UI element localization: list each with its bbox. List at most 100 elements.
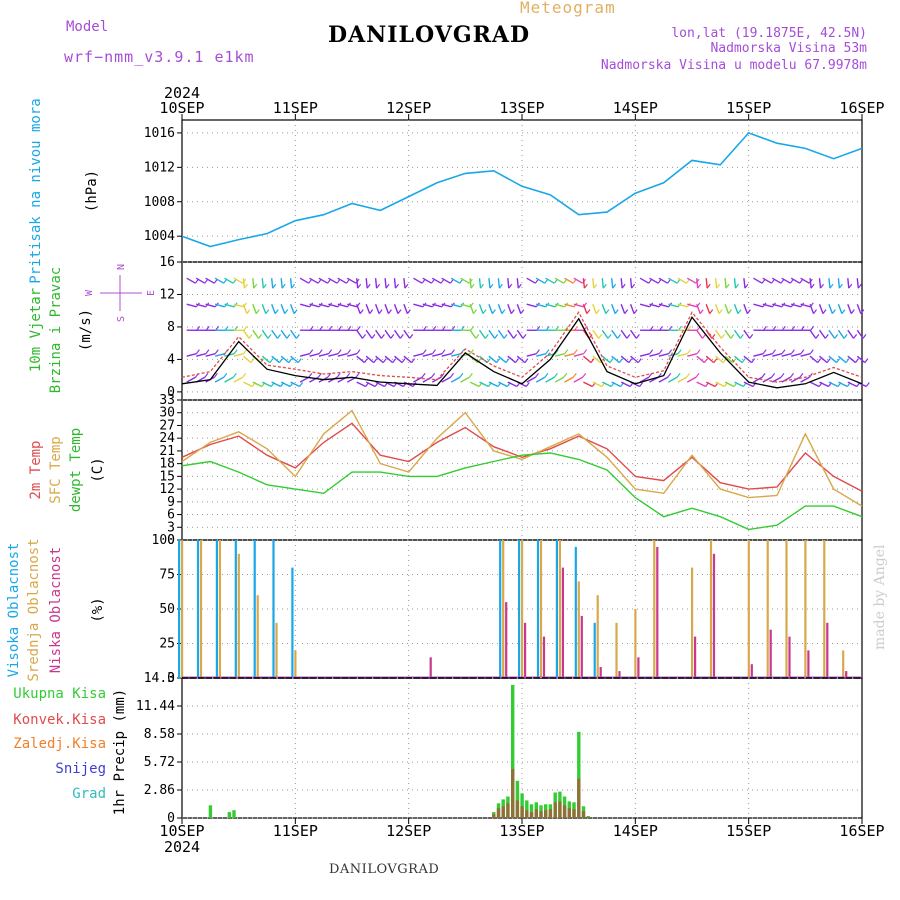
wind-barb xyxy=(639,353,650,357)
precip-conv-bar xyxy=(548,809,553,818)
cloud-mid-bar xyxy=(181,540,184,678)
wind-barb xyxy=(526,353,537,357)
wind-barb xyxy=(733,303,739,314)
wind-barb xyxy=(620,355,630,364)
cloud-low-bar xyxy=(826,622,829,678)
wind-barb-flag xyxy=(470,325,475,331)
wind-barb xyxy=(611,329,619,339)
precip-total-bar xyxy=(529,804,534,818)
wind-barb xyxy=(573,277,583,284)
wind-barb xyxy=(261,329,269,339)
precip-conv-bar xyxy=(572,809,576,818)
wind-barb-flag xyxy=(489,283,494,289)
wind-barb xyxy=(289,278,293,289)
wind-barb-flag xyxy=(299,382,304,387)
wind-barb xyxy=(734,381,744,388)
wind-barb-flag xyxy=(746,309,751,314)
wind-barb xyxy=(847,329,855,339)
wind-barb-flag xyxy=(496,358,501,363)
wind-barb-flag xyxy=(631,283,636,289)
y-tick-label: 11.44 xyxy=(136,699,175,714)
wind-barb xyxy=(205,303,216,308)
wind-barb-flag xyxy=(195,349,200,355)
wind-barb-flag xyxy=(772,349,776,355)
wind-barb-flag xyxy=(583,283,588,289)
wind-barb-flag xyxy=(373,358,378,363)
wind-barb xyxy=(374,278,378,289)
y-tick-label: 0 xyxy=(167,671,175,686)
wind-barb-flag xyxy=(697,283,702,289)
y-tick-label: 5.72 xyxy=(144,755,175,770)
wind-barb xyxy=(498,381,508,388)
wind-barb xyxy=(668,376,678,383)
wind-barb xyxy=(800,353,811,357)
cloud-mid-bar xyxy=(785,540,788,678)
wind-barb xyxy=(365,329,373,339)
wind-barb xyxy=(233,376,244,383)
wind-barb xyxy=(347,353,358,357)
wind-barb xyxy=(677,277,687,284)
wind-barb-flag xyxy=(853,334,858,339)
wind-barb xyxy=(658,277,668,284)
y-tick-label: 0 xyxy=(167,811,175,826)
precip-conv-bar xyxy=(520,806,524,818)
wind-barb xyxy=(800,277,810,284)
wind-barb xyxy=(516,329,524,339)
wind-barb xyxy=(469,303,475,314)
cloud-low-bar xyxy=(656,546,659,678)
wind-barb-flag xyxy=(510,309,515,314)
wind-barb xyxy=(441,376,451,383)
wind-barb xyxy=(309,303,320,308)
wind-barb xyxy=(196,303,206,308)
wind-barb xyxy=(847,278,850,289)
wind-barb-flag xyxy=(388,309,392,314)
wind-barb xyxy=(828,303,834,314)
x-tick-label-bottom: 13SEP xyxy=(499,822,544,840)
wind-speed-line xyxy=(181,315,863,389)
wind-barb xyxy=(384,303,390,314)
wind-barb xyxy=(431,376,442,383)
cloud-high-bar xyxy=(518,540,521,678)
cloud-mid-bar xyxy=(218,540,221,678)
wind-barb-flag xyxy=(800,349,805,355)
wind-barb-flag xyxy=(813,309,817,314)
cloud-high-bar xyxy=(253,540,256,678)
wind-barb xyxy=(554,353,565,357)
model-label: Model xyxy=(66,19,109,35)
wind-barb-flag xyxy=(829,283,834,289)
wind-barb xyxy=(753,353,764,357)
wind-barb xyxy=(289,303,295,314)
wind-barb xyxy=(696,303,701,314)
wind-barb xyxy=(450,376,461,383)
wind-barb-flag xyxy=(392,358,397,363)
cloud-mid-bar xyxy=(502,540,505,678)
cloud-low-bar xyxy=(505,602,508,678)
wind-barb xyxy=(583,381,593,388)
y-tick-label: 33 xyxy=(159,393,175,408)
wind-barb-flag xyxy=(713,358,718,363)
wind-barb-flag xyxy=(269,358,274,363)
wind-barb-flag xyxy=(422,349,427,355)
wind-barb xyxy=(516,303,522,314)
wind-barb xyxy=(280,381,291,388)
y-tick-label: 6 xyxy=(167,508,175,523)
wind-barb-flag xyxy=(695,372,700,378)
wind-barb-flag xyxy=(284,309,289,314)
wind-barb xyxy=(649,277,659,284)
wind-barb-flag xyxy=(366,283,371,289)
wind-barb xyxy=(837,278,841,289)
wind-barb-flag xyxy=(371,334,376,339)
wind-barb xyxy=(413,277,423,284)
precip-total-bar xyxy=(515,780,520,818)
wind-barb xyxy=(592,278,595,289)
precip-conv-bar xyxy=(529,812,534,818)
wind-barb-flag xyxy=(588,334,593,339)
wind-barb xyxy=(318,277,328,284)
wind-barb-flag xyxy=(346,372,351,378)
wind-barb-flag xyxy=(739,334,744,339)
wind-barb xyxy=(696,355,705,364)
y-tick-label: 1004 xyxy=(144,229,175,244)
wind-barb xyxy=(772,303,783,308)
y-tick-label: 14.3 xyxy=(144,671,175,686)
wind-axis-title-2: Brzina i Pravac xyxy=(48,267,64,393)
